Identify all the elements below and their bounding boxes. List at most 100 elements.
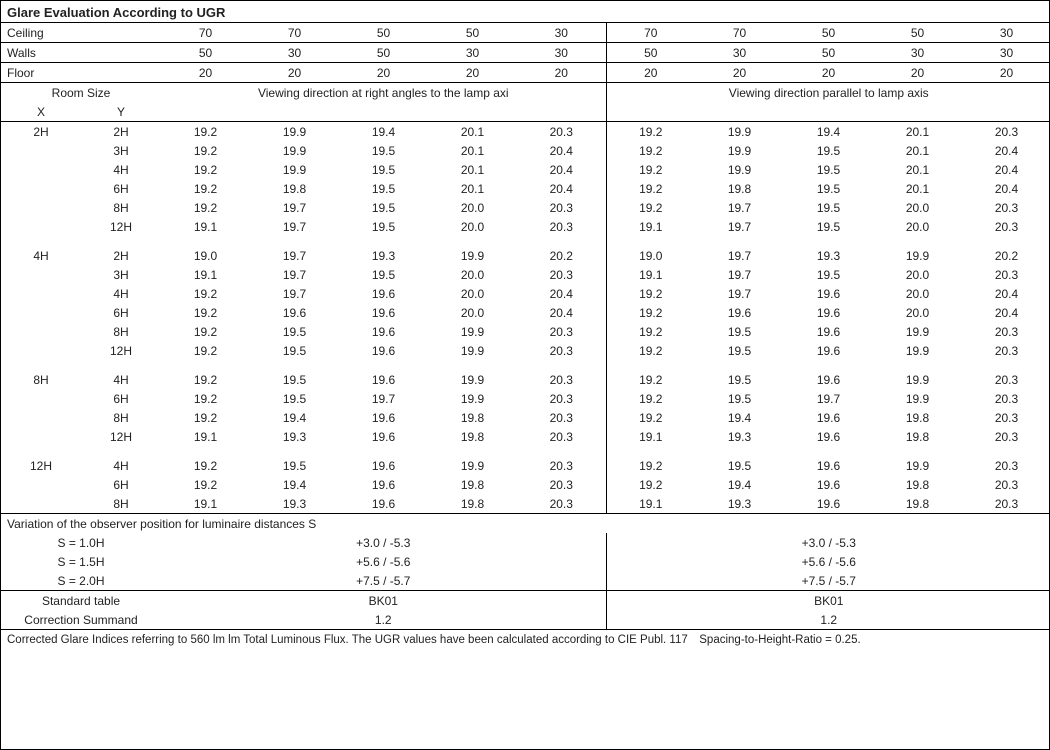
ugr-value: 19.5 bbox=[339, 198, 428, 217]
ugr-value: 19.2 bbox=[161, 408, 250, 427]
room-size-header: Room Size bbox=[1, 83, 161, 103]
room-size-x-header: X bbox=[1, 102, 81, 122]
room-x bbox=[1, 341, 81, 360]
room-y: 4H bbox=[81, 160, 161, 179]
ceiling-val: 70 bbox=[606, 23, 695, 43]
ceiling-val: 70 bbox=[250, 23, 339, 43]
ugr-value: 19.0 bbox=[161, 246, 250, 265]
ugr-value: 20.3 bbox=[962, 122, 1050, 142]
room-y: 4H bbox=[81, 284, 161, 303]
room-y: 8H bbox=[81, 494, 161, 514]
floor-val: 20 bbox=[161, 63, 250, 83]
standard-table-left: BK01 bbox=[161, 591, 606, 611]
ugr-value: 19.1 bbox=[161, 217, 250, 236]
room-x bbox=[1, 303, 81, 322]
ugr-value: 19.7 bbox=[695, 265, 784, 284]
walls-val: 30 bbox=[962, 43, 1050, 63]
correction-summand-label: Correction Summand bbox=[1, 610, 161, 629]
walls-val: 50 bbox=[161, 43, 250, 63]
ugr-value: 19.8 bbox=[873, 475, 962, 494]
ugr-value: 19.6 bbox=[339, 408, 428, 427]
ugr-value: 19.9 bbox=[428, 322, 517, 341]
ugr-table-sheet: Glare Evaluation According to UGR Ceilin… bbox=[0, 0, 1050, 750]
ugr-value: 19.3 bbox=[250, 427, 339, 446]
variation-label: S = 2.0H bbox=[1, 571, 161, 591]
ugr-value: 20.3 bbox=[962, 494, 1050, 514]
walls-val: 50 bbox=[606, 43, 695, 63]
ugr-value: 20.1 bbox=[428, 160, 517, 179]
ugr-value: 20.3 bbox=[962, 475, 1050, 494]
ugr-value: 20.3 bbox=[962, 265, 1050, 284]
room-y: 12H bbox=[81, 341, 161, 360]
ugr-value: 19.5 bbox=[250, 370, 339, 389]
floor-val: 20 bbox=[339, 63, 428, 83]
room-x: 12H bbox=[1, 456, 81, 475]
room-y: 2H bbox=[81, 246, 161, 265]
ugr-value: 19.2 bbox=[161, 141, 250, 160]
ugr-value: 20.3 bbox=[962, 341, 1050, 360]
ugr-value: 19.8 bbox=[873, 427, 962, 446]
ugr-value: 19.7 bbox=[250, 217, 339, 236]
ugr-value: 19.4 bbox=[695, 475, 784, 494]
ceiling-val: 50 bbox=[339, 23, 428, 43]
ugr-value: 19.2 bbox=[161, 198, 250, 217]
ugr-value: 20.0 bbox=[873, 198, 962, 217]
ugr-value: 19.6 bbox=[784, 370, 873, 389]
room-x bbox=[1, 408, 81, 427]
ugr-value: 19.3 bbox=[695, 427, 784, 446]
room-x bbox=[1, 217, 81, 236]
ugr-value: 20.0 bbox=[873, 284, 962, 303]
ugr-value: 20.0 bbox=[428, 284, 517, 303]
ugr-value: 19.2 bbox=[606, 179, 695, 198]
ugr-value: 20.1 bbox=[873, 122, 962, 142]
ugr-value: 19.9 bbox=[873, 246, 962, 265]
ugr-value: 19.4 bbox=[339, 122, 428, 142]
ugr-value: 19.7 bbox=[695, 198, 784, 217]
room-x bbox=[1, 265, 81, 284]
ugr-value: 19.6 bbox=[784, 494, 873, 514]
room-y: 4H bbox=[81, 370, 161, 389]
ugr-value: 19.8 bbox=[428, 427, 517, 446]
room-y: 8H bbox=[81, 322, 161, 341]
ugr-value: 19.2 bbox=[606, 322, 695, 341]
floor-label: Floor bbox=[1, 63, 161, 83]
room-x bbox=[1, 494, 81, 514]
ugr-value: 20.4 bbox=[517, 160, 606, 179]
ugr-value: 19.2 bbox=[161, 389, 250, 408]
ugr-value: 19.8 bbox=[695, 179, 784, 198]
room-y: 6H bbox=[81, 303, 161, 322]
ugr-value: 19.1 bbox=[161, 427, 250, 446]
ugr-value: 19.8 bbox=[428, 408, 517, 427]
ugr-value: 19.6 bbox=[784, 427, 873, 446]
ugr-value: 19.0 bbox=[606, 246, 695, 265]
ugr-value: 19.5 bbox=[695, 370, 784, 389]
room-x: 4H bbox=[1, 246, 81, 265]
ugr-value: 19.6 bbox=[695, 303, 784, 322]
ugr-value: 20.0 bbox=[428, 198, 517, 217]
ugr-value: 19.2 bbox=[606, 284, 695, 303]
ugr-value: 19.9 bbox=[428, 341, 517, 360]
ugr-value: 19.2 bbox=[161, 475, 250, 494]
ugr-value: 20.3 bbox=[517, 389, 606, 408]
room-x bbox=[1, 475, 81, 494]
ugr-value: 20.1 bbox=[428, 122, 517, 142]
ugr-value: 19.6 bbox=[339, 427, 428, 446]
ugr-value: 20.0 bbox=[428, 265, 517, 284]
ugr-value: 20.4 bbox=[962, 160, 1050, 179]
ugr-value: 19.5 bbox=[784, 141, 873, 160]
ugr-value: 20.3 bbox=[517, 265, 606, 284]
room-y: 8H bbox=[81, 198, 161, 217]
ugr-value: 19.5 bbox=[784, 160, 873, 179]
ugr-value: 19.7 bbox=[250, 246, 339, 265]
room-size-y-header: Y bbox=[81, 102, 161, 122]
room-x bbox=[1, 160, 81, 179]
ugr-main-table: Ceiling70705050307070505030Walls50305030… bbox=[1, 22, 1050, 629]
ugr-value: 19.1 bbox=[161, 494, 250, 514]
page-title: Glare Evaluation According to UGR bbox=[1, 1, 1049, 22]
floor-val: 20 bbox=[873, 63, 962, 83]
ugr-value: 19.7 bbox=[695, 246, 784, 265]
view-header-right: Viewing direction parallel to lamp axis bbox=[606, 83, 1050, 103]
ugr-value: 19.6 bbox=[784, 456, 873, 475]
ceiling-val: 30 bbox=[517, 23, 606, 43]
standard-table-label: Standard table bbox=[1, 591, 161, 611]
